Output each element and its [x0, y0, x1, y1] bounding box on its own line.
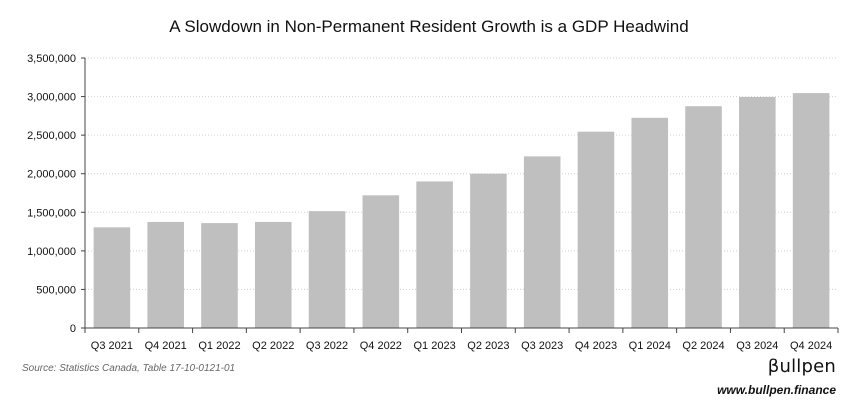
bar — [739, 96, 776, 328]
y-tick-label: 2,500,000 — [27, 130, 76, 142]
bar — [308, 211, 346, 328]
x-tick-label: Q3 2023 — [521, 340, 563, 352]
bar — [631, 117, 669, 329]
x-tick-label: Q4 2022 — [360, 340, 402, 352]
y-tick-label: 2,000,000 — [27, 169, 76, 181]
x-tick-label: Q2 2023 — [467, 340, 509, 352]
y-tick-label: 3,500,000 — [27, 53, 76, 65]
bar — [416, 181, 453, 328]
bar — [470, 173, 507, 328]
y-tick-label: 1,000,000 — [27, 246, 76, 258]
x-tick-label: Q1 2024 — [629, 340, 671, 352]
bar — [147, 221, 184, 328]
gridlines — [85, 57, 838, 290]
bars — [93, 93, 830, 329]
x-axis: Q3 2021 Q4 2021 Q1 2022 Q2 2022 Q3 2022 Q4 20… — [84, 327, 839, 352]
x-tick-label: Q3 2024 — [736, 340, 778, 352]
x-tick-label: Q2 2022 — [252, 340, 294, 352]
bar — [93, 227, 131, 328]
x-tick-label: Q1 2022 — [198, 340, 240, 352]
x-tick-label: Q3 2021 — [91, 340, 133, 352]
y-axis: 0 500,000 1,000,000 1,500,000 2,000,000 2,500… — [27, 53, 86, 335]
y-tick-label: 1,500,000 — [27, 207, 76, 219]
x-tick-label: Q3 2022 — [306, 340, 348, 352]
source-note: Source: Statistics Canada, Table 17-10-0… — [22, 363, 236, 374]
bar — [362, 195, 400, 328]
bar — [577, 131, 615, 328]
bar — [792, 93, 830, 328]
x-tick-label: Q2 2024 — [682, 340, 724, 352]
x-tick-label: Q4 2021 — [145, 340, 187, 352]
y-tick-label: 3,000,000 — [27, 92, 76, 104]
x-tick-label: Q4 2023 — [575, 340, 617, 352]
chart-title: A Slowdown in Non-Permanent Resident Gro… — [169, 17, 689, 36]
brand-url: www.bullpen.finance — [717, 383, 836, 397]
y-tick-label: 500,000 — [36, 284, 76, 296]
bar — [254, 221, 292, 328]
y-tick-label: 0 — [70, 323, 76, 335]
x-tick-label: Q1 2023 — [414, 340, 456, 352]
brand-logo: βullpen — [767, 356, 836, 377]
bar — [201, 223, 238, 328]
x-tick-label: Q4 2024 — [790, 340, 832, 352]
bar — [523, 156, 561, 328]
bar — [685, 106, 722, 328]
